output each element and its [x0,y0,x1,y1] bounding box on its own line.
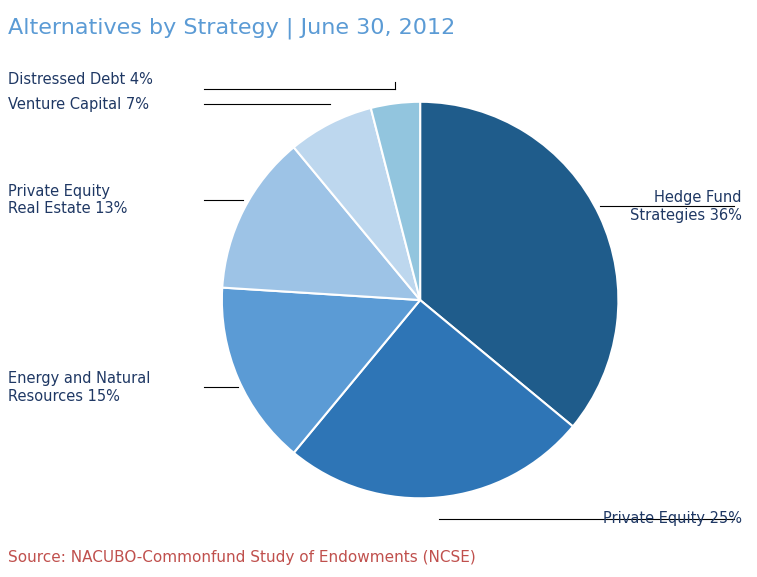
Text: Private Equity
Real Estate 13%: Private Equity Real Estate 13% [8,184,127,216]
Wedge shape [223,147,420,300]
Text: Venture Capital 7%: Venture Capital 7% [8,97,148,112]
Wedge shape [420,102,618,426]
Text: Distressed Debt 4%: Distressed Debt 4% [8,72,152,87]
Text: Alternatives by Strategy | June 30, 2012: Alternatives by Strategy | June 30, 2012 [8,17,455,39]
Wedge shape [371,102,420,300]
Wedge shape [294,108,420,300]
Text: Private Equity 25%: Private Equity 25% [603,511,742,526]
Wedge shape [294,300,573,499]
Text: Energy and Natural
Resources 15%: Energy and Natural Resources 15% [8,371,150,403]
Text: Hedge Fund
Strategies 36%: Hedge Fund Strategies 36% [630,190,742,223]
Text: Source: NACUBO-Commonfund Study of Endowments (NCSE): Source: NACUBO-Commonfund Study of Endow… [8,550,475,565]
Wedge shape [222,287,420,453]
